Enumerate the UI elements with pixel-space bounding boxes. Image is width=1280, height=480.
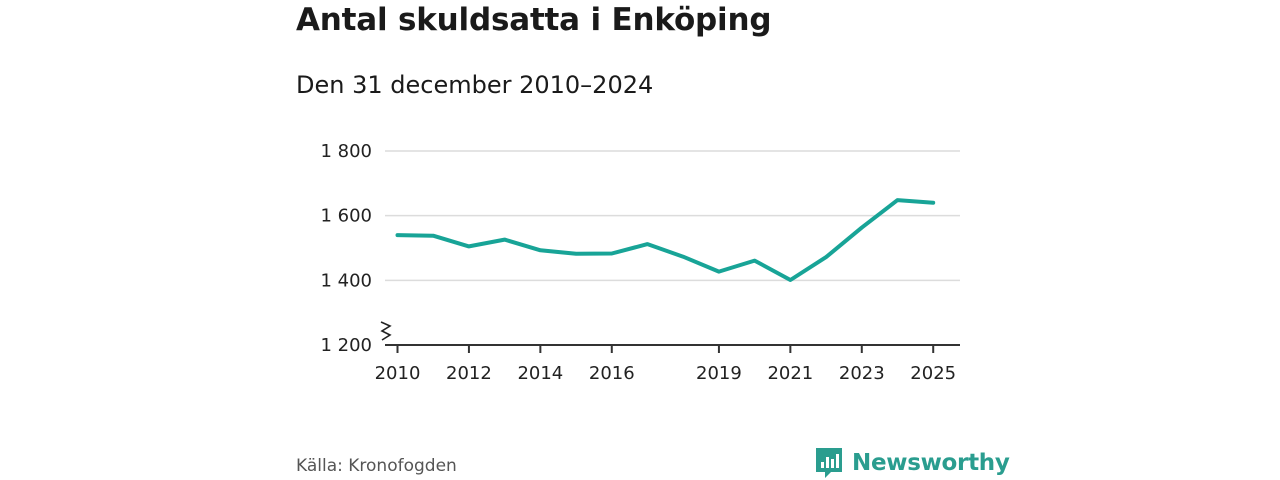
x-tick-label: 2019 xyxy=(696,363,742,384)
brand-logo[interactable]: Newsworthy xyxy=(814,446,1010,480)
x-tick-label: 2010 xyxy=(375,363,421,384)
y-tick-label: 1 600 xyxy=(320,206,372,227)
x-tick-label: 2012 xyxy=(446,363,492,384)
chart-subtitle: Den 31 december 2010–2024 xyxy=(296,71,654,99)
y-tick-label: 1 800 xyxy=(320,141,372,162)
series-line xyxy=(395,198,936,282)
x-tick-label: 2014 xyxy=(517,363,563,384)
x-tick-label: 2023 xyxy=(839,363,885,384)
y-tick-label: 1 200 xyxy=(320,335,372,356)
axis-break-icon xyxy=(380,321,392,341)
x-tick-label: 2021 xyxy=(767,363,813,384)
brand-name: Newsworthy xyxy=(852,450,1010,476)
y-tick-label: 1 400 xyxy=(320,270,372,291)
newsworthy-logo-icon xyxy=(816,448,842,478)
x-tick-label: 2025 xyxy=(910,363,956,384)
source-text: Källa: Kronofogden xyxy=(296,456,457,476)
chart-title: Antal skuldsatta i Enköping xyxy=(296,2,772,38)
x-tick-label: 2016 xyxy=(589,363,635,384)
